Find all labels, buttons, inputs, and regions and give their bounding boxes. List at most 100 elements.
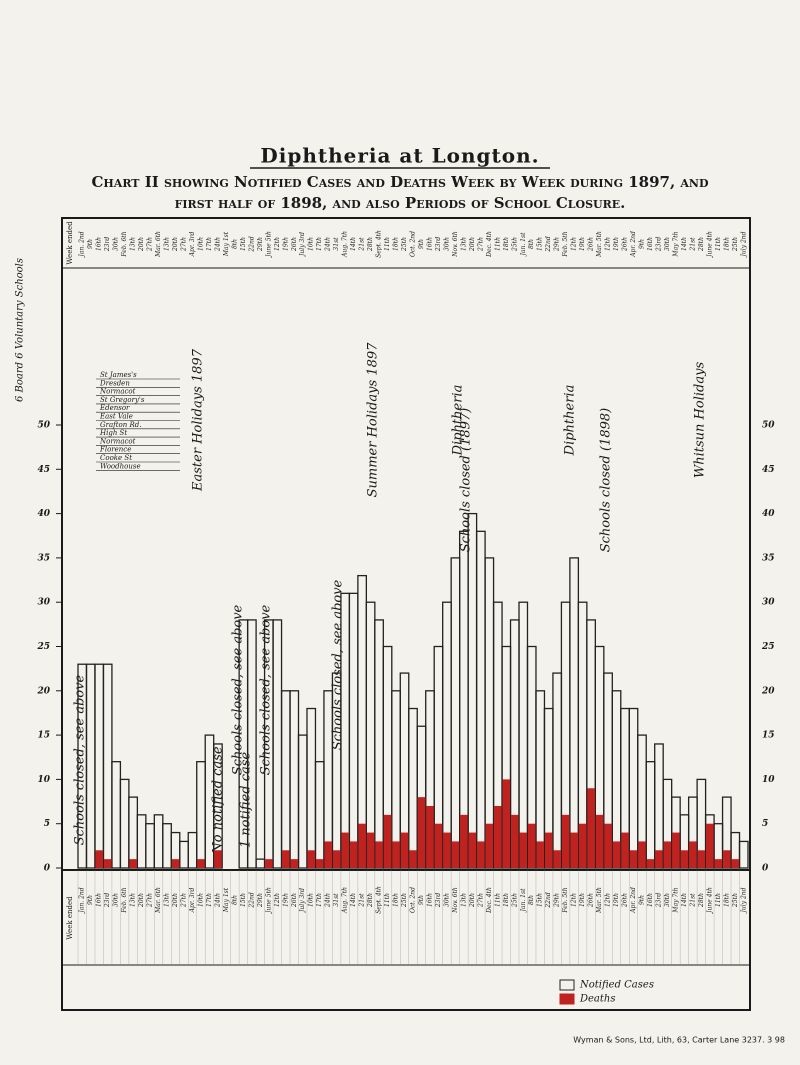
death-bar [434,823,443,868]
x-tick-label: 28th [698,237,705,252]
death-bar [587,788,595,868]
y-tick-label: 30 [37,598,50,608]
chart-title: Diphtheria at Longton. [260,144,539,168]
death-bar [103,859,112,868]
x-tick-label: 20th [172,893,179,908]
y-tick-label: 10 [762,775,775,785]
death-bar [689,841,697,868]
x-tick-label: 16th [426,237,433,251]
x-tick-label: June 5th [265,231,272,259]
death-bar [680,850,689,868]
school-name: Normacot [99,388,136,396]
x-tick-label: 28th [367,237,374,252]
x-tick-label: 11th [715,893,722,907]
x-tick-label: 17th [316,237,323,251]
x-tick-label: 9th [87,895,94,905]
annotation: Whitsun Holidays [693,362,708,479]
subtitle-box: Chart II showing Notified Cases and Deat… [91,173,708,212]
notified-bar [162,823,172,869]
death-bar [392,841,400,868]
x-tick-label: Nov. 6th [452,231,459,258]
notified-bar [484,557,495,869]
y-tick-label: 20 [761,686,775,696]
x-tick-label: 8th [231,239,238,249]
notified-bar [645,761,656,869]
school-name: Grafton Rd. [100,421,141,429]
death-bar [629,850,638,868]
death-bar [95,850,103,868]
y-tick-label: 35 [37,553,50,563]
notified-bar [145,823,155,869]
x-tick-label: Feb. 6th [121,887,128,913]
annotation: Schools closed (1897) [459,408,474,553]
death-bar [612,841,621,868]
x-tick-label: Oct. 2nd [410,231,417,257]
death-bar [485,823,494,868]
x-tick-label: 19th [282,893,289,907]
death-bar [417,797,426,868]
x-tick-label: 12th [274,893,281,907]
death-bar [214,850,222,868]
school-name: Dresden [99,379,130,387]
x-tick-label: Apr. 3rd [189,887,196,913]
x-tick-label: Sept. 4th [376,886,383,914]
row-header: Week ended [66,221,74,265]
y-tick-label: 20 [36,686,50,696]
x-tick-label: 23rd [435,893,442,909]
death-bar [129,859,137,868]
x-tick-label: 14th [681,237,688,251]
notified-bar [365,601,376,869]
notified-bar [518,601,529,869]
x-tick-label: 25th [401,237,408,252]
x-tick-label: 21st [689,893,696,908]
annotation: Schools closed, see above [259,604,274,775]
x-tick-label: 12th [571,893,578,907]
death-bar [663,841,672,868]
x-tick-label: 30th [664,893,671,907]
school-name: Cooke St [100,454,132,462]
x-tick-label: Jan. 1st [520,888,527,914]
notified-bar [628,707,639,869]
x-tick-label: 26th [588,237,595,252]
notified-bar [467,512,478,869]
death-bar [197,859,205,868]
death-bar [595,814,604,868]
notified-bar [306,707,317,869]
notified-bar [654,743,664,869]
x-tick-label: July 2nd [740,887,747,914]
x-tick-label: 14th [350,893,357,907]
x-tick-label: 10th [197,237,204,251]
y-tick-label: 40 [37,509,50,519]
x-tick-label: 10th [308,237,315,251]
x-tick-label: 19th [579,893,586,907]
x-tick-label: 27th [181,893,188,908]
x-tick-label: Feb. 5th [562,231,569,257]
x-tick-label: 11th [494,237,501,251]
x-tick-label: May 1st [223,887,230,913]
x-tick-label: 16th [426,893,433,907]
y-tick-label: 15 [37,731,50,741]
notified-bar [374,619,384,869]
y-tick-label: 15 [762,731,775,741]
x-tick-label: June 4th [706,231,713,259]
x-tick-label: June 4th [706,887,713,915]
annotation: Summer Holidays 1897 [366,342,381,497]
x-tick-label: 9th [418,239,425,249]
notified-bar [314,761,325,869]
x-tick-label: 29th [554,893,561,908]
death-bar [349,841,358,868]
x-tick-label: 14th [681,893,688,907]
annotation: 1 notified case [239,752,254,849]
x-tick-label: July 3rd [299,888,306,914]
death-bar [307,850,315,868]
footer: Wyman & Sons, Ltd, Lith, 63, Carter Lane… [573,1036,785,1045]
school-name: Florence [99,446,131,454]
death-bar [341,832,349,868]
x-tick-label: 12th [605,893,612,907]
death-bar [290,859,299,868]
school-name: Woodhouse [100,462,141,470]
x-tick-label: 13th [164,893,171,907]
death-bar [502,779,511,868]
legend-label: Deaths [579,994,616,1005]
x-tick-label: 22nd [248,892,255,908]
